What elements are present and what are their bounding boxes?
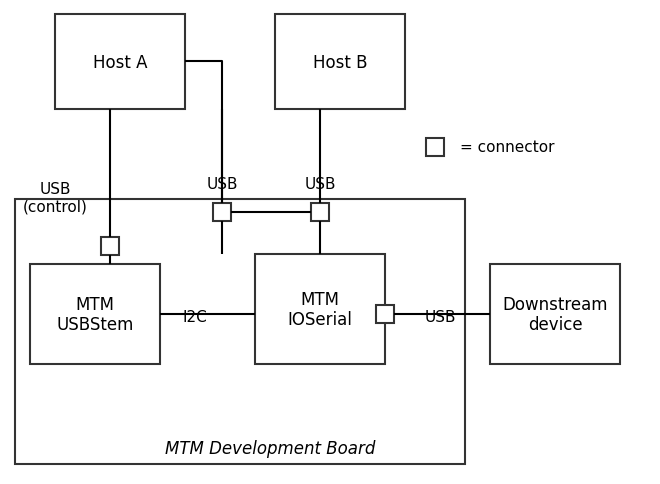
Text: Downstream
device: Downstream device (502, 295, 608, 333)
Text: I2C: I2C (183, 310, 207, 325)
Bar (15, 199, 465, 464)
Bar (213, 204, 231, 222)
Text: MTM
USBStem: MTM USBStem (56, 295, 134, 333)
Bar (255, 255, 385, 364)
Bar (311, 204, 329, 222)
Text: MTM Development Board: MTM Development Board (165, 439, 376, 457)
Bar (376, 305, 394, 323)
Bar (55, 15, 185, 110)
Bar (275, 15, 405, 110)
Bar (426, 139, 444, 157)
Text: Host B: Host B (313, 53, 367, 71)
Text: Host A: Host A (93, 53, 147, 71)
Text: MTM
IOSerial: MTM IOSerial (288, 290, 352, 329)
Text: USB: USB (304, 177, 336, 192)
Text: = connector: = connector (460, 140, 554, 155)
Bar (490, 264, 620, 364)
Bar (101, 238, 119, 256)
Text: USB: USB (206, 177, 238, 192)
Bar (30, 264, 160, 364)
Text: USB: USB (424, 310, 456, 325)
Text: USB
(control): USB (control) (22, 182, 87, 214)
